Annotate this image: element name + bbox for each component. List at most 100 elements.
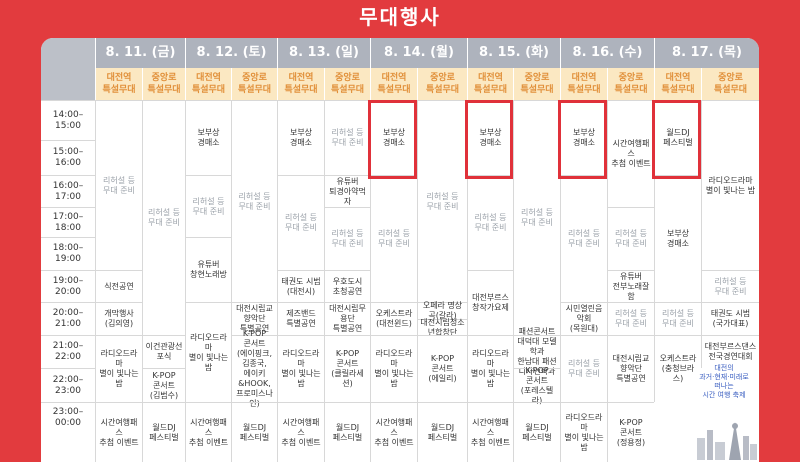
highlight-box: [368, 100, 417, 179]
event-cell: 대전시립교향악단 특별공연: [607, 335, 654, 402]
event-cell: 태권도 시범 (대전시): [277, 270, 324, 302]
schedule-table: 8. 11. (금) 8. 12. (토) 8. 13. (일) 8. 14. (월)…: [41, 38, 759, 462]
event-cell: 오페라 명상곡(갈라): [417, 301, 467, 320]
event-cell: 라디오드라마 별이 빛나는 밤: [185, 302, 231, 402]
event-cell: 시간여행패스 추첨 이벤트: [185, 402, 231, 462]
event-cell: 식전공연: [95, 270, 142, 302]
event-cell: 라디오드라마 별이 빛나는 밤: [370, 335, 417, 402]
venue-header: 대전역 특설무대: [654, 68, 701, 100]
date-header: 8. 12. (토): [185, 38, 277, 68]
event-cell: 리허설 등 무대 준비: [513, 100, 560, 335]
date-header: 8. 16. (수): [560, 38, 654, 68]
event-cell: 보부상 경매소: [654, 175, 701, 302]
venue-header: 중앙로 특설무대: [417, 68, 467, 100]
event-cell: 리허설 등 무대 준비: [142, 100, 185, 335]
venue-header: 중앙로 특설무대: [231, 68, 277, 100]
date-header: 8. 13. (일): [277, 38, 370, 68]
event-cell: 우호도시 초청공연: [324, 270, 370, 302]
event-cell: 월드DJ 페스티벌: [417, 402, 467, 462]
event-cell: 오케스트라 (대전윈드): [370, 302, 417, 335]
venue-header: 대전역 특설무대: [467, 68, 513, 100]
venue-header: 중앙로 특설무대: [607, 68, 654, 100]
event-cell: 유튜버 창현노래방: [185, 237, 231, 302]
event-cell: 시간여행패스 추첨 이벤트: [467, 402, 513, 462]
venue-header: 대전역 특설무대: [560, 68, 607, 100]
event-cell: 리허설 등 무대 준비: [370, 175, 417, 302]
page-title: 무대행사: [359, 5, 441, 29]
event-cell: 리허설 등 무대 준비: [607, 302, 654, 335]
event-cell: 월드DJ 페스티벌: [513, 402, 560, 462]
event-cell: K-POP 콘서트 (에이핑크, 김종국, 에이키&HOOK, 프로미스나인): [231, 329, 277, 408]
event-cell: 개막행사 (김의영): [95, 302, 142, 335]
event-cell: K-POP 콘서트 (정용정): [607, 402, 654, 462]
time-slot: 20:00– 21:00: [41, 302, 95, 335]
venue-header: 중앙로 특설무대: [701, 68, 759, 100]
event-cell: 리허설 등 무대 준비: [231, 100, 277, 302]
time-slot: 17:00– 18:00: [41, 207, 95, 237]
venue-header: 대전역 특설무대: [95, 68, 142, 100]
event-cell: 유튜버 전부노래잘함: [607, 270, 654, 302]
event-cell: 라디오드라마 별이 빛나는 밤: [701, 100, 759, 270]
event-cell: K-POP 콘서트 (클릴라세션): [324, 335, 370, 402]
date-header: 8. 15. (화): [467, 38, 560, 68]
event-cell: 월드DJ 페스티벌: [142, 402, 185, 462]
time-slot: 14:00– 15:00: [41, 100, 95, 140]
date-header: 8. 11. (금): [95, 38, 185, 68]
city-skyline-illustration: [697, 422, 757, 460]
event-cell: 보부상 경매소: [277, 100, 324, 175]
event-cell: 대전시립청소년합창단: [417, 318, 467, 337]
event-cell: 라디오드라마 별이 빛나는 밤: [95, 335, 142, 402]
festival-tagline: 대전의 과거·현재·미래로 떠나는 시간 여행 축제: [699, 364, 749, 399]
event-cell: 리허설 등 무대 준비: [417, 100, 467, 302]
venue-header: 대전역 특설무대: [185, 68, 231, 100]
event-cell: 리허설 등 무대 준비: [467, 175, 513, 270]
event-cell: 패션콘서트 대덕대 모델학과 한남대 패션디자인학과: [513, 327, 560, 376]
event-cell: 시민열린음악회 (목원대): [560, 302, 607, 335]
highlight-box: [465, 100, 513, 179]
event-cell: 이건관광선포식: [142, 335, 185, 368]
event-cell: 리허설 등 무대 준비: [95, 100, 142, 270]
event-cell: K-POP 콘서트 (김범수): [142, 368, 185, 402]
event-cell: 태권도 시범 (국가대표): [701, 302, 759, 335]
event-cell: 오케스트라 (충청브라스): [654, 335, 701, 402]
event-cell: 라디오드라마 별이 빛나는 밤: [467, 335, 513, 402]
event-cell: 시간여행패스 추첨 이벤트: [277, 402, 324, 462]
time-slot: 23:00– 00:00: [41, 402, 95, 432]
event-cell: K-POP 콘서트 (포레스텔라): [513, 366, 560, 405]
time-slot: 16:00– 17:00: [41, 175, 95, 207]
highlight-box: [652, 100, 701, 179]
event-cell: 리허설 등 무대 준비: [185, 175, 231, 237]
event-cell: 유튜버 퇴경아약먹자: [324, 175, 370, 207]
event-cell: 라디오드라마 별이 빛나는 밤: [277, 335, 324, 402]
event-cell: 리허설 등 무대 준비: [701, 270, 759, 302]
venue-header: 중앙로 특설무대: [324, 68, 370, 100]
event-cell: K-POP 콘서트 (에일리): [417, 335, 467, 402]
event-cell: 리허설 등 무대 준비: [277, 175, 324, 270]
venue-header: 중앙로 특설무대: [513, 68, 560, 100]
event-cell: 리허설 등 무대 준비: [607, 207, 654, 270]
event-cell: 리허설 등 무대 준비: [324, 207, 370, 270]
event-cell: 시간여행패스 추첨 이벤트: [95, 402, 142, 462]
time-slot: 19:00– 20:00: [41, 270, 95, 302]
time-slot: 22:00– 23:00: [41, 368, 95, 402]
event-cell: 대전부르스 창작가요제: [467, 270, 513, 335]
event-cell: 월드DJ 페스티벌: [231, 402, 277, 462]
venue-header: 대전역 특설무대: [370, 68, 417, 100]
table-corner: [41, 38, 95, 100]
venue-header: 대전역 특설무대: [277, 68, 324, 100]
event-cell: 리허설 등 무대 준비: [560, 335, 607, 402]
event-cell: 보부상 경매소: [185, 100, 231, 175]
event-cell: 대전시립교향악단 특별공연: [231, 302, 277, 335]
event-cell: 대전부르스댄스 전국경연대회: [701, 335, 759, 368]
event-cell: 시간여행패스 추첨 이벤트: [370, 402, 417, 462]
highlight-box: [558, 100, 607, 179]
date-header: 8. 14. (월): [370, 38, 467, 68]
event-cell: 리허설 등 무대 준비: [324, 100, 370, 175]
event-cell: 시간여행패스 추첨 이벤트: [607, 100, 654, 207]
time-slot: 15:00– 16:00: [41, 140, 95, 175]
event-cell: 월드DJ 페스티벌: [324, 402, 370, 462]
date-header: 8. 17. (목): [654, 38, 759, 68]
event-cell: 제즈밴드 특별공연: [277, 302, 324, 335]
event-cell: 라디오드라마 별이 빛나는 밤: [560, 402, 607, 462]
time-slot: 21:00– 22:00: [41, 335, 95, 368]
